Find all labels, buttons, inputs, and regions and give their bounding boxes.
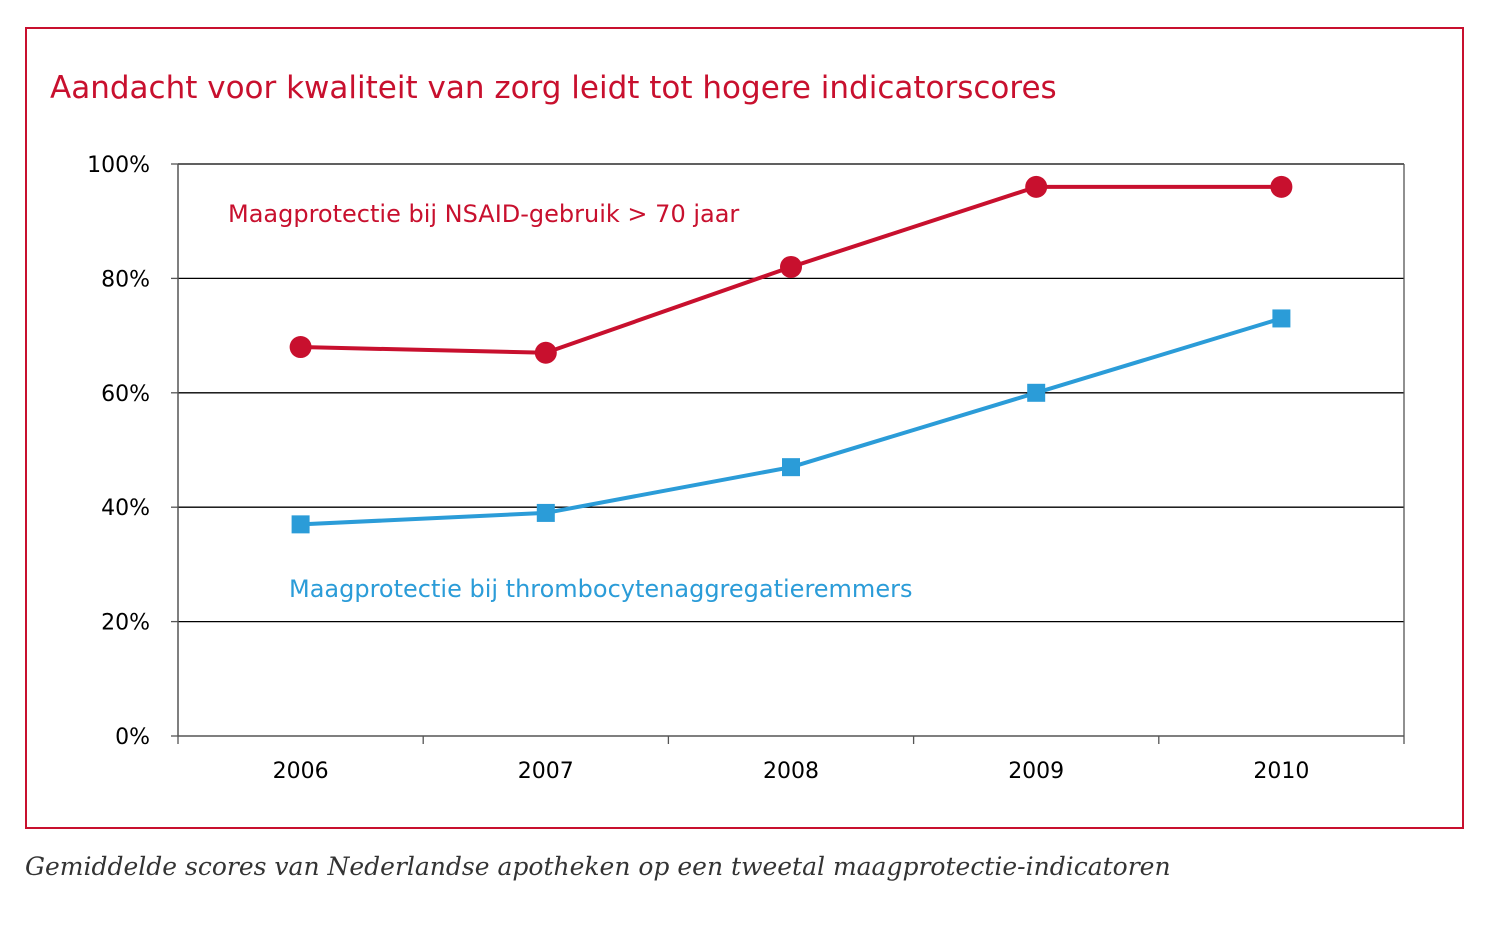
y-tick-label: 0% — [115, 725, 150, 750]
y-tick-label: 80% — [101, 267, 150, 292]
data-point-2008 — [782, 458, 800, 477]
chart-frame — [25, 27, 1464, 829]
data-point-2009 — [1025, 175, 1048, 198]
data-point-2010 — [1270, 175, 1293, 198]
x-tick-label: 2009 — [1008, 759, 1064, 784]
series-label-1: Maagprotectie bij NSAID-gebruik > 70 jaa… — [228, 200, 739, 228]
y-tick-label: 20% — [101, 611, 150, 636]
data-point-2009 — [1027, 383, 1046, 402]
series — [289, 175, 1293, 534]
grid-lines — [178, 163, 1404, 623]
data-point-2008 — [780, 255, 802, 278]
y-tick-label: 100% — [87, 153, 150, 178]
y-tick-label: 60% — [101, 382, 150, 407]
x-tick-labels: 2006 2007 2008 2009 2010 — [273, 759, 1310, 784]
data-point-2006 — [289, 336, 312, 359]
y-tick-labels: 0% 20% 40% 60% 80% 100% — [87, 153, 150, 750]
axes — [171, 163, 1405, 744]
chart-title: Aandacht voor kwaliteit van zorg leidt t… — [50, 70, 1057, 106]
x-tick-label: 2006 — [273, 759, 329, 784]
data-point-2010 — [1272, 309, 1291, 328]
figure-caption: Gemiddelde scores van Nederlandse apothe… — [25, 852, 1171, 881]
data-point-2007 — [534, 341, 557, 364]
data-point-2007 — [536, 503, 555, 522]
y-tick-label: 40% — [101, 496, 150, 521]
series-labels: Maagprotectie bij NSAID-gebruik > 70 jaa… — [228, 200, 912, 603]
series-label-2: Maagprotectie bij thrombocytenaggregatie… — [289, 575, 912, 603]
x-tick-label: 2008 — [763, 759, 819, 784]
x-tick-label: 2007 — [518, 759, 574, 784]
data-point-2006 — [291, 515, 310, 534]
x-tick-label: 2010 — [1253, 759, 1309, 784]
